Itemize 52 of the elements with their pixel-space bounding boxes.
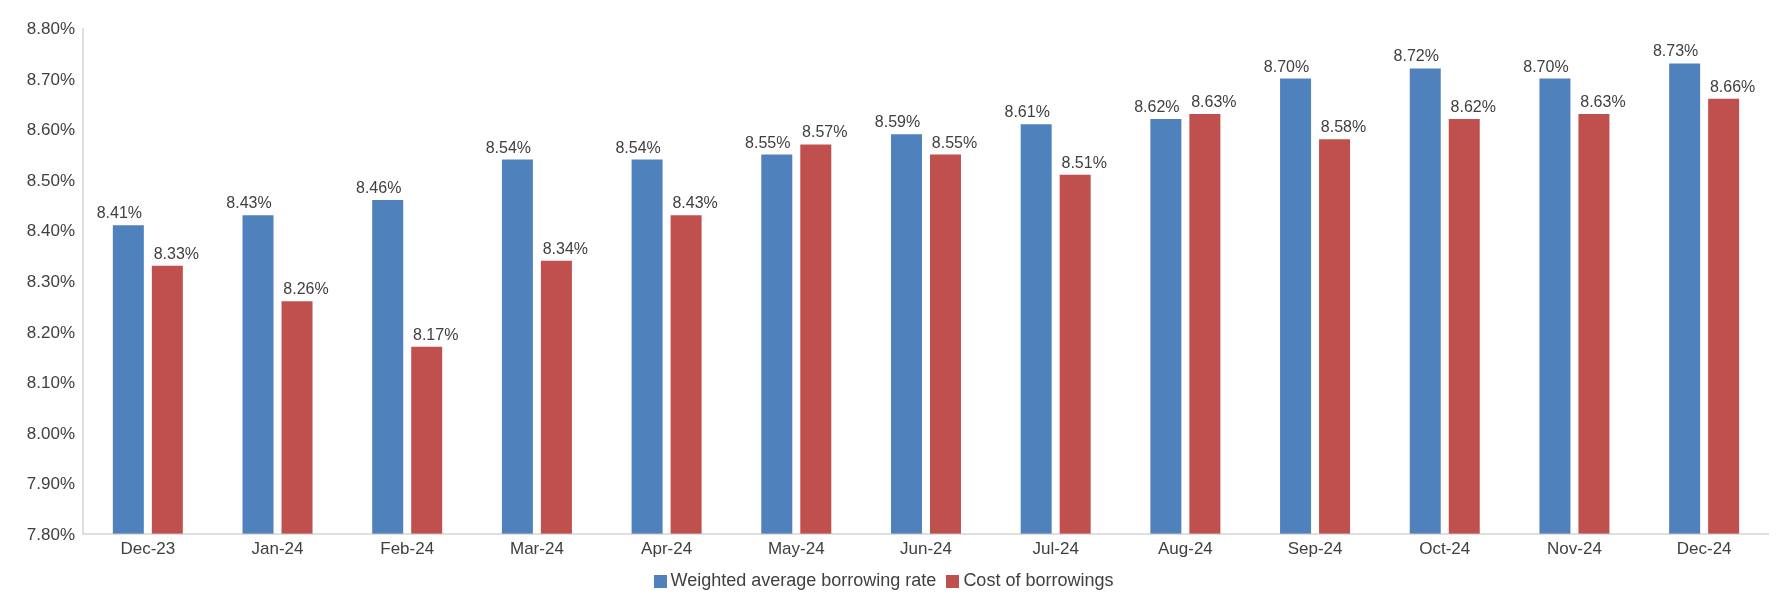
data-label: 8.33% xyxy=(153,244,200,262)
data-label: 8.61% xyxy=(1004,103,1050,121)
y-tick-label: 8.20% xyxy=(26,322,75,342)
y-tick-label: 8.10% xyxy=(26,373,75,393)
x-tick-label: Nov-24 xyxy=(1547,539,1602,559)
data-label: 8.58% xyxy=(1320,118,1367,136)
data-label: 8.72% xyxy=(1393,47,1439,65)
x-tick-label: Sep-24 xyxy=(1287,539,1343,559)
x-tick-label: Dec-23 xyxy=(120,539,176,559)
data-label: 8.51% xyxy=(1061,153,1107,171)
data-label: 8.54% xyxy=(615,138,661,156)
data-label: 8.63% xyxy=(1580,93,1626,111)
x-tick-label: Jul-24 xyxy=(1032,539,1079,559)
x-tick-label: Mar-24 xyxy=(509,539,564,559)
data-label: 8.43% xyxy=(226,194,272,212)
data-label: 8.17% xyxy=(413,325,459,343)
y-tick-label: 8.50% xyxy=(26,170,75,190)
legend-label: Weighted average borrowing rate xyxy=(670,570,937,590)
data-label: 8.57% xyxy=(802,123,848,141)
x-tick-label: Jun-24 xyxy=(900,539,952,559)
data-label: 8.62% xyxy=(1134,98,1180,116)
data-label: 8.43% xyxy=(672,194,718,212)
data-label: 8.34% xyxy=(542,239,589,257)
x-tick-label: Dec-24 xyxy=(1676,539,1732,559)
x-tick-label: Feb-24 xyxy=(380,539,435,559)
data-label: 8.26% xyxy=(283,280,329,298)
data-label: 8.62% xyxy=(1450,98,1496,116)
data-label: 8.55% xyxy=(745,133,791,151)
data-label: 8.73% xyxy=(1652,42,1699,60)
x-tick-label: Jan-24 xyxy=(251,539,304,559)
data-label: 8.59% xyxy=(874,113,921,131)
legend-label: Cost of borrowings xyxy=(963,570,1114,590)
y-tick-label: 7.90% xyxy=(26,474,75,494)
y-tick-label: 8.80% xyxy=(26,19,75,39)
data-label: 8.70% xyxy=(1523,57,1569,75)
y-tick-label: 8.60% xyxy=(26,120,75,140)
data-label: 8.66% xyxy=(1709,77,1756,95)
x-tick-label: Oct-24 xyxy=(1419,539,1471,559)
data-label: 8.41% xyxy=(96,204,143,222)
data-label: 8.46% xyxy=(356,179,402,197)
y-tick-label: 8.00% xyxy=(26,423,75,443)
x-tick-label: Apr-24 xyxy=(641,539,693,559)
y-tick-label: 8.30% xyxy=(26,272,75,292)
data-label: 8.70% xyxy=(1263,57,1310,75)
y-tick-label: 8.70% xyxy=(26,69,75,89)
y-tick-label: 8.40% xyxy=(26,221,75,241)
data-label: 8.54% xyxy=(485,138,532,156)
x-tick-label: Aug-24 xyxy=(1157,539,1213,559)
x-tick-label: May-24 xyxy=(767,539,825,559)
data-label: 8.55% xyxy=(931,133,978,151)
data-label: 8.63% xyxy=(1191,93,1237,111)
y-tick-label: 7.80% xyxy=(26,525,75,545)
